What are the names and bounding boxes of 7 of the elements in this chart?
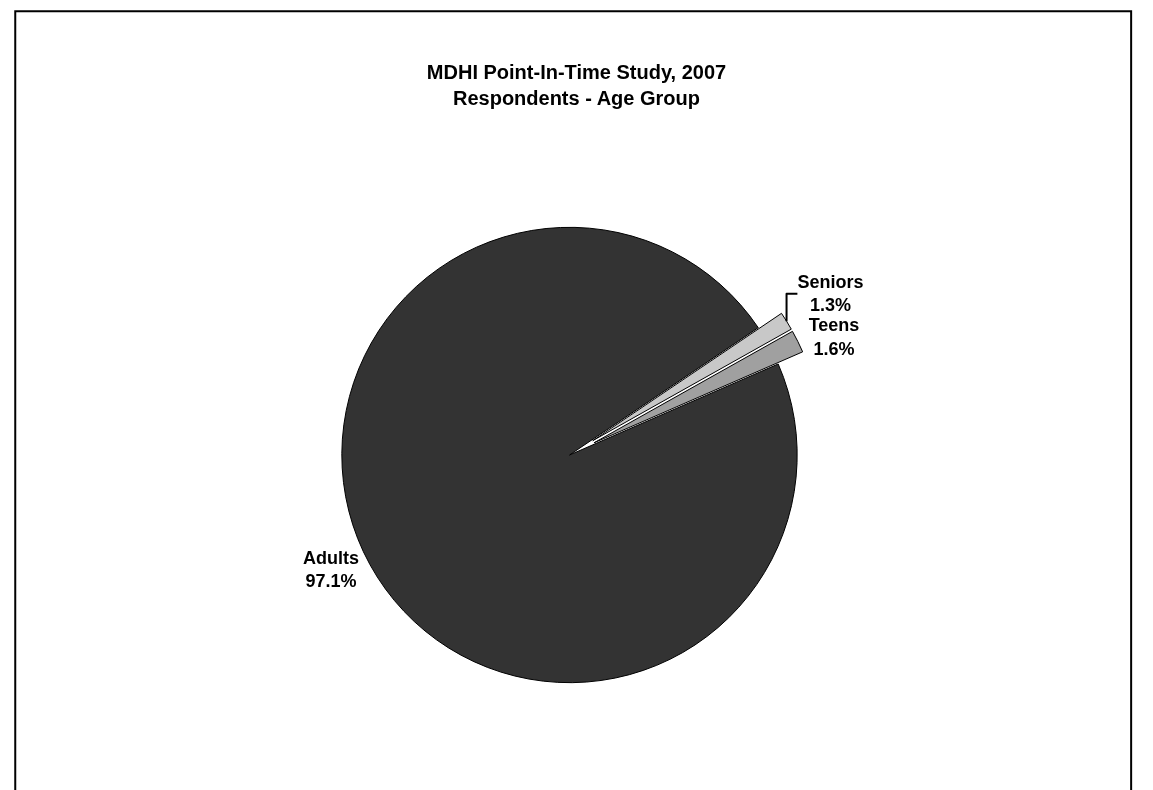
chart-title: MDHI Point-In-Time Study, 2007 Respondents - Age Group — [426, 61, 727, 109]
data-label: 1.6% — [813, 338, 855, 359]
data-label: 97.1% — [305, 571, 357, 592]
slice-label: Seniors — [797, 272, 864, 293]
slice-label: Teens — [808, 315, 860, 336]
data-label: 1.3% — [809, 295, 851, 316]
slice-label: Adults — [303, 547, 360, 568]
